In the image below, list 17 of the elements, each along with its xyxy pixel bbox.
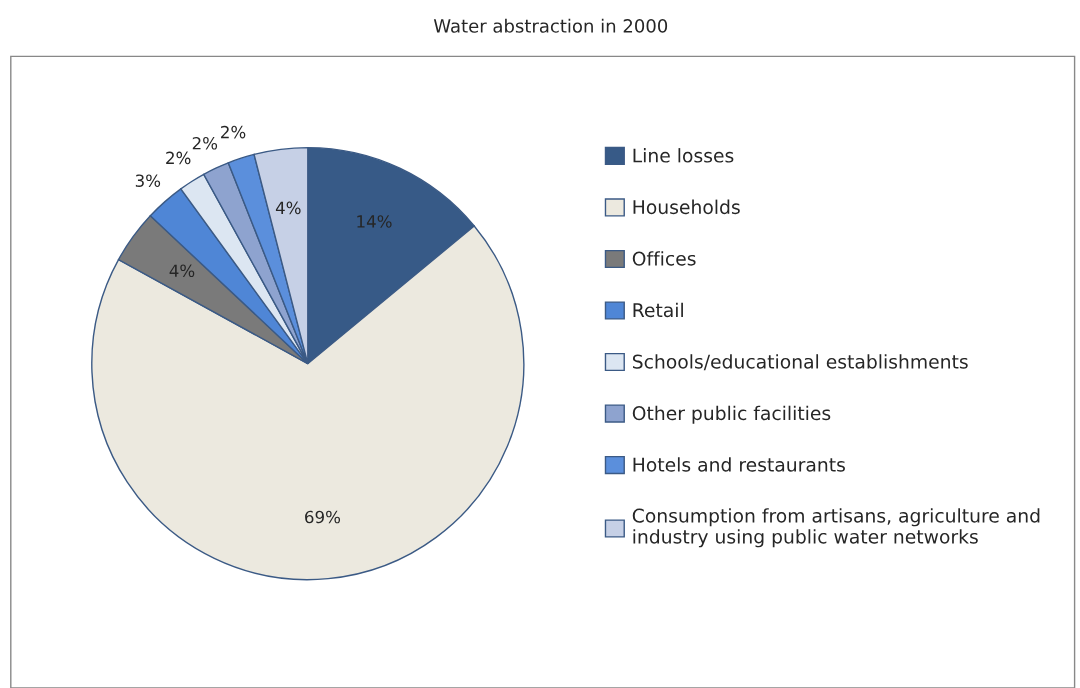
chart-title: Water abstraction in 2000 [433, 18, 668, 33]
legend-label: Consumption from artisans, agriculture and industry using public water networks [632, 508, 1040, 548]
data-label: 4% [169, 264, 195, 278]
legend-label: Offices [632, 251, 696, 266]
legend-label: Households [633, 199, 740, 215]
data-label: 2% [192, 136, 218, 150]
legend-label: Schools/educational establishments [632, 354, 968, 371]
legend-label: Other public facilities [632, 405, 831, 424]
data-label: 4% [275, 201, 301, 215]
data-label: 2% [221, 125, 246, 139]
legend-label: Hotels and restaurants [633, 457, 845, 472]
data-label: 3% [135, 174, 161, 188]
data-label: 69% [305, 510, 341, 524]
data-label: 14% [357, 215, 392, 228]
legend-label: Retail [633, 302, 683, 318]
data-label: 2% [166, 151, 191, 165]
legend-label: Line losses [633, 148, 734, 163]
